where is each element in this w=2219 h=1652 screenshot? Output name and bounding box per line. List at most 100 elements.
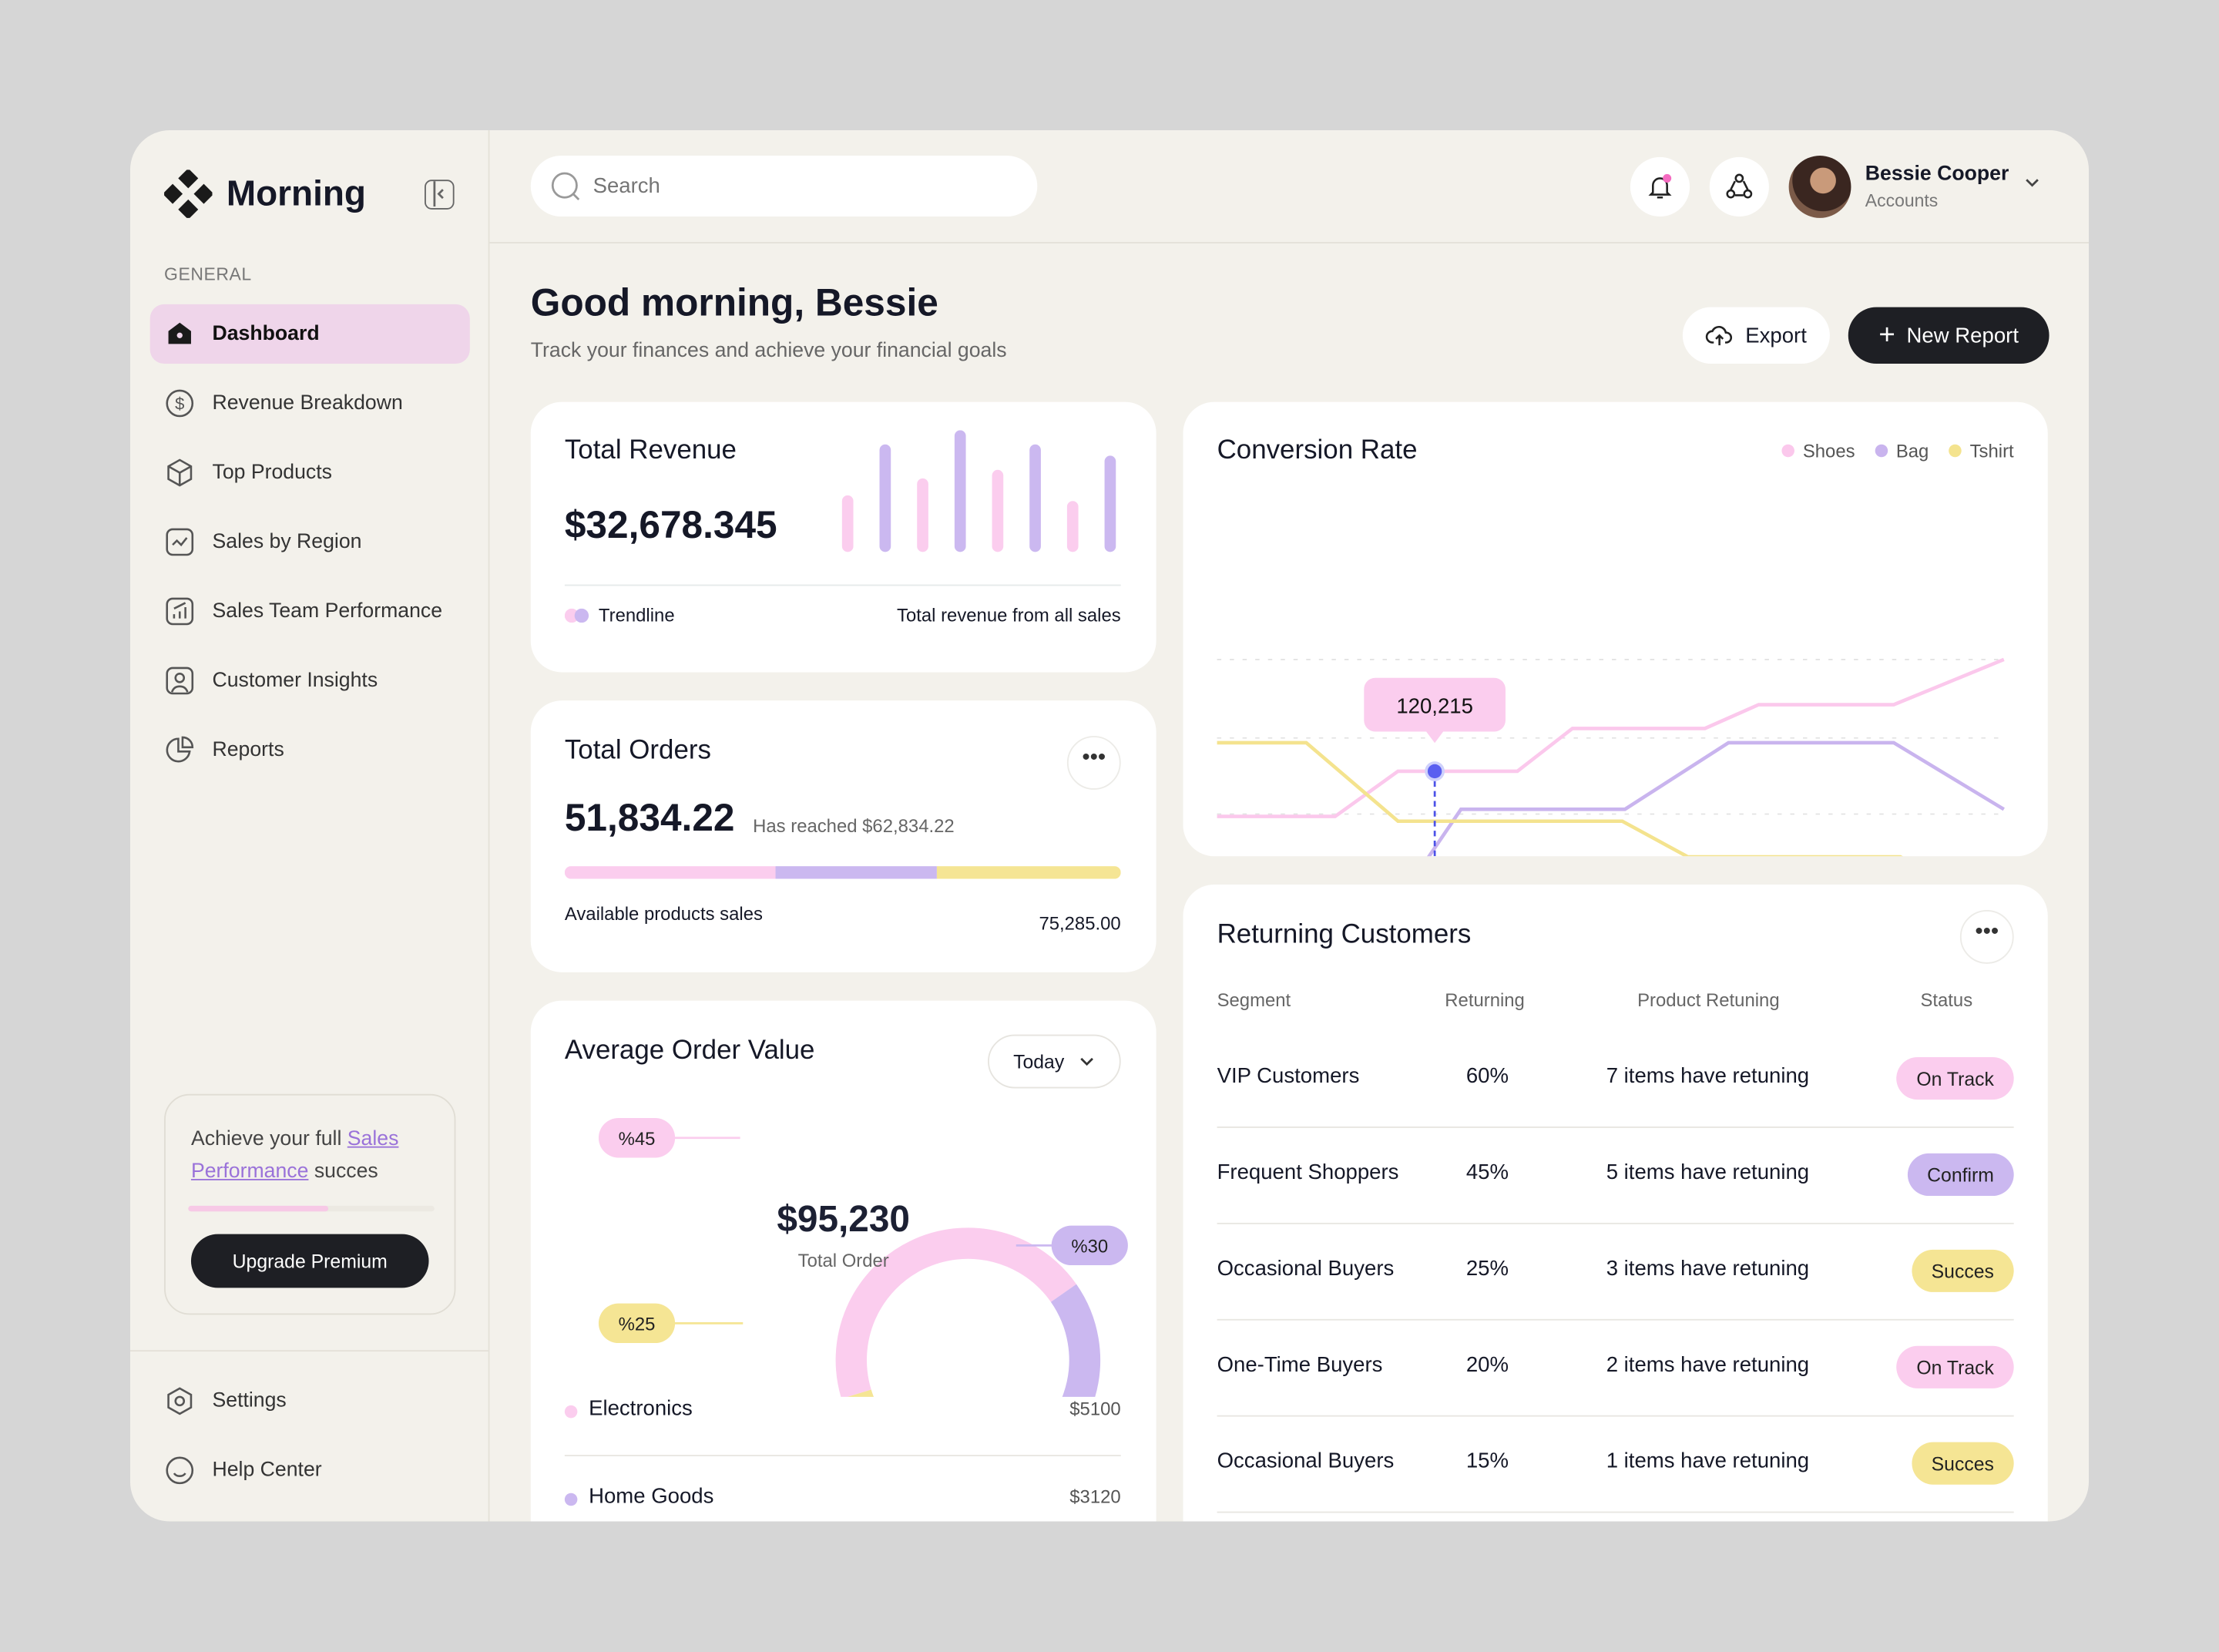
orders-label: Available products sales bbox=[564, 902, 763, 925]
sidebar-item-sales-team-performance[interactable]: Sales Team Performance bbox=[150, 582, 470, 641]
category-name: Home Goods bbox=[589, 1484, 714, 1509]
tooltip-value: 120,215 bbox=[1396, 694, 1473, 718]
donut-center-label: Total Order bbox=[797, 1249, 889, 1271]
pie-chart-icon bbox=[166, 736, 194, 763]
product-cell: 3 items have retuning bbox=[1606, 1257, 1810, 1281]
status-badge: Succes bbox=[1911, 1249, 2014, 1292]
status-badge: Succes bbox=[1911, 1442, 2014, 1485]
legend-item[interactable]: Tshirt bbox=[1949, 440, 2014, 462]
donut-slice bbox=[835, 1227, 1076, 1397]
sidebar-item-label: Dashboard bbox=[212, 322, 320, 346]
section-label: GENERAL bbox=[164, 264, 252, 285]
sidebar: Morning GENERAL Dashboard $ Revenue Breakd… bbox=[129, 129, 490, 1522]
column-header: Product Retuning bbox=[1637, 989, 1780, 1011]
orders-amount: 75,285.00 bbox=[1039, 912, 1121, 935]
sales-performance-link[interactable]: Sales Performance bbox=[190, 1127, 399, 1184]
table-row[interactable]: Occasional Buyers 25% 3 items have retunin… bbox=[1217, 1224, 2014, 1321]
more-options-icon[interactable]: ••• bbox=[1959, 910, 2014, 964]
series-line-tshirt bbox=[1217, 740, 1903, 857]
product-cell: 1 items have retuning bbox=[1606, 1449, 1810, 1474]
conversion-rate-card: Conversion Rate Shoes Bag Tshirt MonTueWed… bbox=[1183, 401, 2048, 857]
sidebar-item-sales-by-region[interactable]: Sales by Region bbox=[150, 512, 470, 572]
sidebar-item-revenue-breakdown[interactable]: $ Revenue Breakdown bbox=[150, 374, 470, 433]
search-input[interactable] bbox=[593, 173, 1018, 199]
sidebar-item-dashboard[interactable]: Dashboard bbox=[149, 304, 470, 364]
sidebar-item-reports[interactable]: Reports bbox=[150, 720, 470, 780]
upgrade-premium-button[interactable]: Upgrade Premium bbox=[190, 1234, 429, 1288]
category-dot bbox=[564, 1493, 578, 1506]
chevron-down-icon[interactable] bbox=[2023, 173, 2043, 193]
slice-label-bg bbox=[1051, 1225, 1128, 1266]
donut-chart: %45 %30 %25 bbox=[598, 1118, 1128, 1397]
notification-button[interactable] bbox=[1630, 156, 1690, 217]
sidebar-item-top-products[interactable]: Top Products bbox=[150, 443, 470, 502]
card-title: Total Orders bbox=[564, 736, 711, 766]
column-header: Returning bbox=[1445, 989, 1525, 1011]
card-title: Returning Customers bbox=[1217, 919, 1472, 950]
segment-cell: Occasional Buyers bbox=[1217, 1257, 1395, 1281]
svg-text:$: $ bbox=[175, 395, 184, 414]
divider bbox=[129, 1350, 490, 1352]
status-badge: On Track bbox=[1896, 1345, 2014, 1388]
column-header: Segment bbox=[1217, 989, 1291, 1011]
collapse-sidebar-icon[interactable] bbox=[425, 180, 455, 210]
column-header: Status bbox=[1920, 989, 1973, 1011]
legend-label: Bag bbox=[1895, 440, 1929, 462]
revenue-bar-chart bbox=[841, 430, 1116, 552]
product-cell: 7 items have retuning bbox=[1606, 1064, 1810, 1089]
legend-dot bbox=[1949, 444, 1962, 458]
sidebar-item-label: Top Products bbox=[212, 461, 332, 485]
promo-progress bbox=[188, 1205, 435, 1212]
slice-label: %25 bbox=[619, 1315, 656, 1335]
export-label: Export bbox=[1745, 323, 1807, 348]
sidebar-item-customer-insights[interactable]: Customer Insights bbox=[150, 651, 470, 710]
returning-cell: 45% bbox=[1465, 1160, 1509, 1185]
table-row[interactable]: One-Time Buyers 20% 2 items have retuning O… bbox=[1217, 1321, 2014, 1417]
category-row: Home Goods $3120 bbox=[564, 1484, 1121, 1522]
donut-center-value: $95,230 bbox=[777, 1197, 910, 1240]
tooltip-bubble bbox=[1364, 677, 1506, 744]
returning-customers-card: Returning Customers ••• Segment Returning… bbox=[1183, 884, 2048, 1522]
legend-item[interactable]: Shoes bbox=[1781, 440, 1855, 462]
table-row[interactable]: VIP Customers 60% 7 items have retuning On … bbox=[1217, 1032, 2014, 1128]
new-report-button[interactable]: + New Report bbox=[1848, 307, 2049, 364]
returning-cell: 25% bbox=[1465, 1257, 1509, 1281]
card-title: Total Revenue bbox=[564, 435, 737, 466]
orders-progress-bar bbox=[564, 866, 1121, 879]
legend-item[interactable]: Bag bbox=[1875, 440, 1929, 462]
average-order-value-card: Average Order Value Today %45 %30 %25 $95,… bbox=[530, 1000, 1156, 1522]
category-value: $5100 bbox=[1069, 1398, 1121, 1420]
status-badge: Confirm bbox=[1907, 1153, 2014, 1197]
orders-reached: Has reached $62,834.22 bbox=[753, 814, 955, 837]
tooltip-point[interactable] bbox=[1427, 764, 1442, 779]
total-revenue-card: Total Revenue $32,678.345 Trendline Tota… bbox=[530, 401, 1156, 673]
slice-label-bg bbox=[598, 1118, 676, 1158]
returning-cell: 15% bbox=[1465, 1449, 1509, 1474]
segment-cell: Frequent Shoppers bbox=[1217, 1160, 1399, 1185]
slice-label: %30 bbox=[1071, 1237, 1108, 1257]
more-options-icon[interactable]: ••• bbox=[1066, 736, 1121, 790]
legend-label: Tshirt bbox=[1969, 440, 2014, 462]
logo[interactable]: Morning bbox=[164, 170, 366, 218]
chart-title: Conversion Rate bbox=[1217, 435, 1418, 466]
top-bar: Bessie Cooper Accounts bbox=[489, 130, 2090, 243]
app-window: Morning GENERAL Dashboard $ Revenue Breakd… bbox=[129, 129, 2090, 1522]
sidebar-item-help-center[interactable]: Help Center bbox=[150, 1441, 470, 1500]
export-button[interactable]: Export bbox=[1682, 307, 1830, 364]
promo-text-end: succes bbox=[308, 1160, 378, 1184]
trendline-legend-icon bbox=[564, 607, 589, 623]
search-bar[interactable] bbox=[530, 156, 1038, 217]
legend-label: Trendline bbox=[598, 604, 675, 626]
series-line-shoes bbox=[1217, 657, 2005, 818]
table-row[interactable]: Occasional Buyers 15% 1 items have retunin… bbox=[1217, 1417, 2014, 1513]
legend-dot bbox=[1875, 444, 1888, 458]
avatar[interactable] bbox=[1788, 156, 1851, 218]
sidebar-item-label: Reports bbox=[212, 738, 284, 762]
integrations-button[interactable] bbox=[1709, 156, 1769, 217]
orders-value: 51,834.22 bbox=[564, 797, 735, 840]
sidebar-item-label: Revenue Breakdown bbox=[212, 391, 403, 415]
sidebar-item-label: Sales by Region bbox=[212, 530, 362, 554]
period-dropdown[interactable]: Today bbox=[988, 1034, 1121, 1089]
sidebar-item-settings[interactable]: Settings bbox=[150, 1372, 470, 1431]
table-row[interactable]: Frequent Shoppers 45% 5 items have retunin… bbox=[1217, 1128, 2014, 1224]
